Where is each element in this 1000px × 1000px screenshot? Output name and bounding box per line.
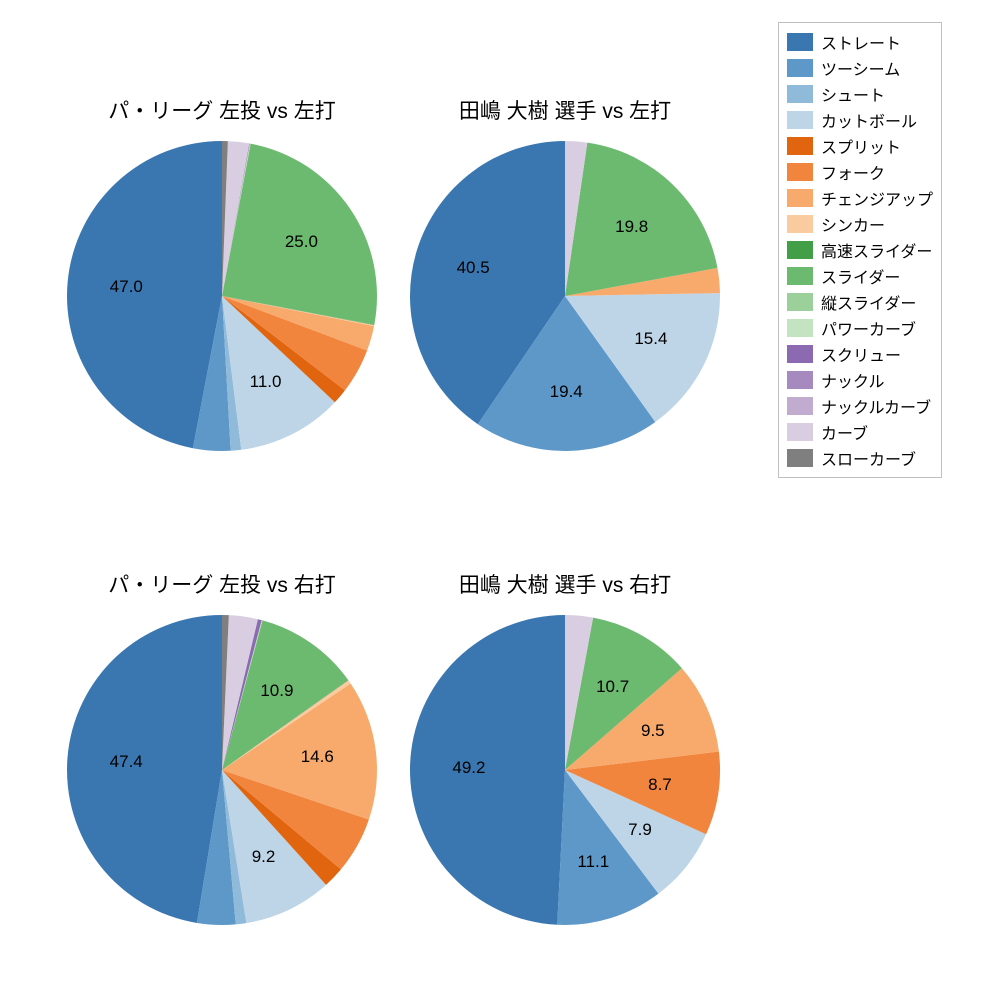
legend-swatch (787, 241, 813, 259)
legend-label: ストレート (821, 30, 901, 54)
legend-item: スクリュー (787, 341, 933, 367)
legend-item: スライダー (787, 263, 933, 289)
legend-label: スローカーブ (821, 446, 916, 470)
legend-swatch (787, 345, 813, 363)
legend-item: カーブ (787, 419, 933, 445)
legend-label: カットボール (821, 108, 917, 132)
pie-slice-label: 15.4 (634, 329, 667, 349)
legend-item: シュート (787, 81, 933, 107)
pie-slice-label: 19.4 (550, 382, 583, 402)
legend-label: 高速スライダー (821, 238, 932, 262)
legend-label: シンカー (821, 212, 885, 236)
legend-item: ツーシーム (787, 55, 933, 81)
pie-holder (65, 139, 379, 458)
legend-label: スプリット (821, 134, 901, 158)
legend-swatch (787, 59, 813, 77)
pie-slice-label: 7.9 (628, 820, 652, 840)
pie-slice-label: 14.6 (301, 747, 334, 767)
legend-swatch (787, 85, 813, 103)
legend-item: 縦スライダー (787, 289, 933, 315)
legend-swatch (787, 423, 813, 441)
legend-swatch (787, 137, 813, 155)
figure: パ・リーグ 左投 vs 左打 47.0 11.0 25.0 田嶋 大樹 選手 vs 左打… (0, 0, 1000, 1000)
legend-label: ツーシーム (821, 56, 900, 80)
legend-label: シュート (821, 82, 885, 106)
chart-title: 田嶋 大樹 選手 vs 左打 (459, 95, 671, 125)
legend-label: スライダー (821, 264, 900, 288)
legend-label: フォーク (821, 160, 885, 184)
pie-slice-label: 8.7 (648, 775, 672, 795)
legend-label: 縦スライダー (821, 290, 916, 314)
legend-swatch (787, 33, 813, 51)
pie-slice-label: 10.9 (260, 681, 293, 701)
legend-item: フォーク (787, 159, 933, 185)
legend-label: ナックル (821, 368, 885, 392)
pie-slice-label: 47.0 (110, 277, 143, 297)
legend-item: チェンジアップ (787, 185, 933, 211)
pie-slice (67, 615, 222, 923)
pie-holder (65, 613, 379, 932)
legend-item: スプリット (787, 133, 933, 159)
legend-swatch (787, 449, 813, 467)
pie-slice-label: 25.0 (285, 232, 318, 252)
legend-swatch (787, 163, 813, 181)
legend-label: ナックルカーブ (821, 394, 931, 418)
legend-label: パワーカーブ (821, 316, 916, 340)
pie-slice-label: 40.5 (457, 258, 490, 278)
pie-chart (408, 139, 722, 453)
legend-item: ナックルカーブ (787, 393, 933, 419)
pie-slice-label: 11.1 (577, 852, 609, 872)
legend: ストレートツーシームシュートカットボールスプリットフォークチェンジアップシンカー… (778, 22, 942, 478)
legend-swatch (787, 371, 813, 389)
legend-label: チェンジアップ (821, 186, 933, 210)
pie-slice-label: 9.5 (641, 721, 665, 741)
legend-item: パワーカーブ (787, 315, 933, 341)
pie-holder (408, 139, 722, 458)
legend-item: ストレート (787, 29, 933, 55)
legend-label: カーブ (821, 420, 868, 444)
pie-slice-label: 19.8 (615, 217, 648, 237)
pie-slice (67, 141, 222, 448)
pie-slice-label: 49.2 (452, 758, 485, 778)
pie-slice-label: 11.0 (250, 372, 282, 392)
legend-item: カットボール (787, 107, 933, 133)
legend-swatch (787, 293, 813, 311)
legend-label: スクリュー (821, 342, 901, 366)
legend-item: シンカー (787, 211, 933, 237)
legend-swatch (787, 267, 813, 285)
legend-swatch (787, 319, 813, 337)
legend-swatch (787, 111, 813, 129)
legend-swatch (787, 189, 813, 207)
pie-slice-label: 9.2 (252, 847, 276, 867)
pie-slice-label: 47.4 (110, 752, 143, 772)
pie-slice-label: 10.7 (596, 677, 629, 697)
chart-title: パ・リーグ 左投 vs 左打 (108, 95, 336, 125)
chart-title: 田嶋 大樹 選手 vs 右打 (459, 569, 671, 599)
pie-slice (410, 615, 565, 925)
legend-item: スローカーブ (787, 445, 933, 471)
legend-item: 高速スライダー (787, 237, 933, 263)
chart-title: パ・リーグ 左投 vs 右打 (108, 569, 336, 599)
legend-swatch (787, 215, 813, 233)
legend-swatch (787, 397, 813, 415)
legend-item: ナックル (787, 367, 933, 393)
